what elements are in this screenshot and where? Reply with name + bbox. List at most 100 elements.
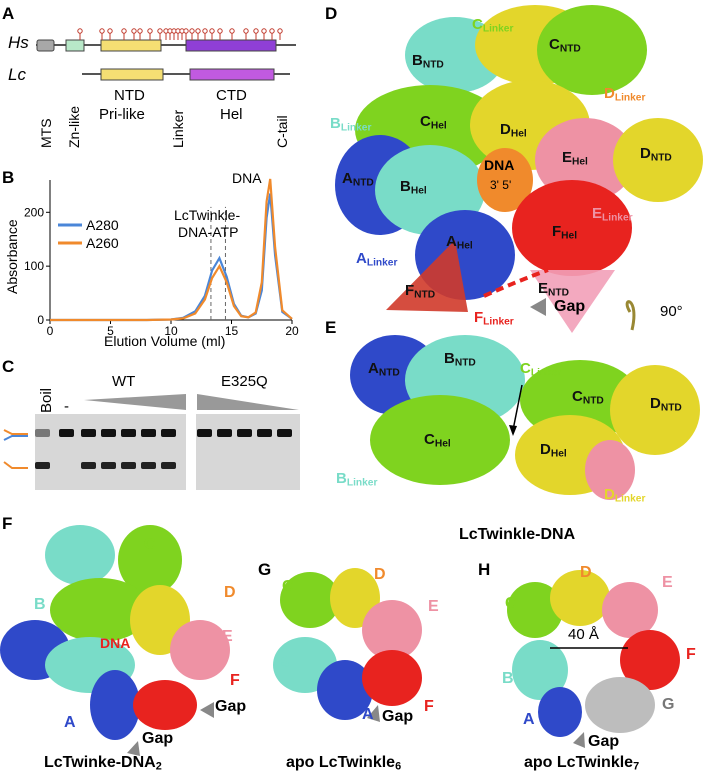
gel-band-product	[161, 462, 176, 469]
gel-e325q	[196, 414, 300, 490]
gel-e325q-label: E325Q	[221, 373, 268, 390]
subunit-label-a: AHel	[446, 233, 473, 252]
subunit-label-b: BNTD	[444, 350, 476, 369]
mutation-marker	[189, 28, 195, 34]
subunit-label-a: ALinker	[356, 250, 398, 269]
panel-e-letter: E	[325, 318, 337, 337]
mutation-marker	[137, 28, 143, 34]
subunit-label-a: ANTD	[368, 360, 400, 379]
mutation-marker	[131, 28, 137, 34]
gel-band-product	[121, 462, 136, 469]
gel-band-product	[35, 462, 50, 469]
map-g-gap-label: Gap	[382, 708, 414, 725]
legend-a280: A280	[86, 217, 119, 233]
lc-ntd-bar	[100, 68, 164, 81]
gel-band-product	[101, 462, 116, 469]
domain-label-hel: Hel	[220, 106, 243, 123]
wt-gradient-wedge	[84, 394, 186, 410]
mutation-marker	[209, 28, 215, 34]
gel-band-substrate	[141, 429, 156, 437]
gel-wt	[35, 414, 186, 490]
lc-label: Lc	[8, 65, 26, 84]
chart-xlabel: Elution Volume (ml)	[104, 333, 226, 349]
e325q-gradient-wedge	[197, 394, 299, 410]
map-h-distance-label: 40 Å	[568, 626, 599, 643]
subunit-label-d: DNTD	[640, 145, 672, 164]
subunit-label-c: CNTD	[572, 388, 604, 407]
subunit-label-b: B	[278, 654, 290, 671]
panel-e-title: LcTwinkle-DNA	[459, 526, 576, 543]
panel-g-letter: G	[258, 560, 272, 579]
x-tick-label: 5	[107, 324, 114, 338]
panel-a-letter: A	[2, 4, 15, 23]
subunit-label-a: A	[523, 711, 535, 728]
gel-band-substrate	[121, 429, 136, 437]
subunit-label-c: C	[144, 536, 156, 553]
gel-band-substrate	[257, 429, 272, 437]
subunit-label-c: CLinker	[520, 360, 562, 379]
subunit-label-a: A	[362, 706, 374, 723]
panel-h-title: apo LcTwinkle7	[524, 754, 640, 773]
gel-band-substrate	[161, 429, 176, 437]
mutation-marker	[99, 28, 105, 34]
mutation-marker	[183, 28, 189, 34]
subunit-label-b: B	[502, 670, 514, 687]
gap-arrow-d	[530, 298, 546, 316]
map-f-gap1-label: Gap	[215, 698, 247, 715]
subunit-label-d: D	[374, 566, 386, 583]
gel-lane-dash: -	[64, 398, 69, 415]
annotation-complex-2: DNA-ATP	[178, 224, 239, 240]
subunit-label-d: D	[224, 584, 236, 601]
subunit-label-d: DHel	[500, 121, 527, 140]
subunit-label-e: ELinker	[592, 205, 633, 224]
zn-box	[65, 39, 85, 52]
gel-band-substrate	[35, 429, 50, 437]
hs-ctd-bar	[185, 39, 277, 52]
subunit-label-d: DLinker	[604, 486, 646, 505]
subunit-label-f: FLinker	[474, 309, 514, 328]
subunit-label-a: ANTD	[342, 170, 374, 189]
subunit-label-a: A	[64, 714, 76, 731]
mutation-marker	[195, 28, 201, 34]
panel-b-letter: B	[2, 168, 15, 187]
panel-f-letter: F	[2, 514, 13, 533]
subunit-label-f: F	[230, 672, 240, 689]
rotate-icon	[625, 300, 636, 331]
panel-d-letter: D	[325, 4, 338, 23]
map-f-gap2-label: Gap	[142, 730, 174, 747]
annotation-complex-1: LcTwinkle-	[174, 207, 241, 223]
gel-band-substrate	[237, 429, 252, 437]
subunit-label-c: CHel	[420, 113, 447, 132]
y-tick-label: 0	[37, 313, 44, 327]
gel-band-product	[81, 462, 96, 469]
mts-box	[36, 39, 55, 52]
subunit-label-f: F	[424, 698, 434, 715]
subunit-label-c: C	[505, 595, 517, 612]
y-tick-label: 100	[24, 259, 44, 273]
hs-ntd-bar	[100, 39, 162, 52]
mutation-marker	[121, 28, 127, 34]
panel-f-title: LcTwinke-DNA2	[44, 754, 162, 773]
panel-g-title: apo LcTwinkle6	[286, 754, 402, 773]
subunit-label-b: BLinker	[330, 115, 372, 134]
mutation-marker	[243, 28, 249, 34]
mutation-lollipops	[77, 28, 283, 40]
subunit-label-c: CNTD	[549, 36, 581, 55]
panel-h-letter: H	[478, 560, 491, 579]
mutation-marker	[269, 28, 275, 34]
map-d-dna-label: DNA	[484, 157, 515, 173]
subunit-label-c: CHel	[424, 431, 451, 450]
subunit-label-d: DHel	[540, 441, 567, 460]
mutation-marker	[147, 28, 153, 34]
gel-band-substrate	[81, 429, 96, 437]
domain-label-ntd: NTD	[114, 87, 145, 104]
lc-ctd-bar	[189, 68, 275, 81]
subunit-label-b: BHel	[400, 178, 427, 197]
mutation-marker	[229, 28, 235, 34]
map-h-gap-label: Gap	[588, 733, 620, 750]
annotation-dna: DNA	[232, 170, 262, 186]
